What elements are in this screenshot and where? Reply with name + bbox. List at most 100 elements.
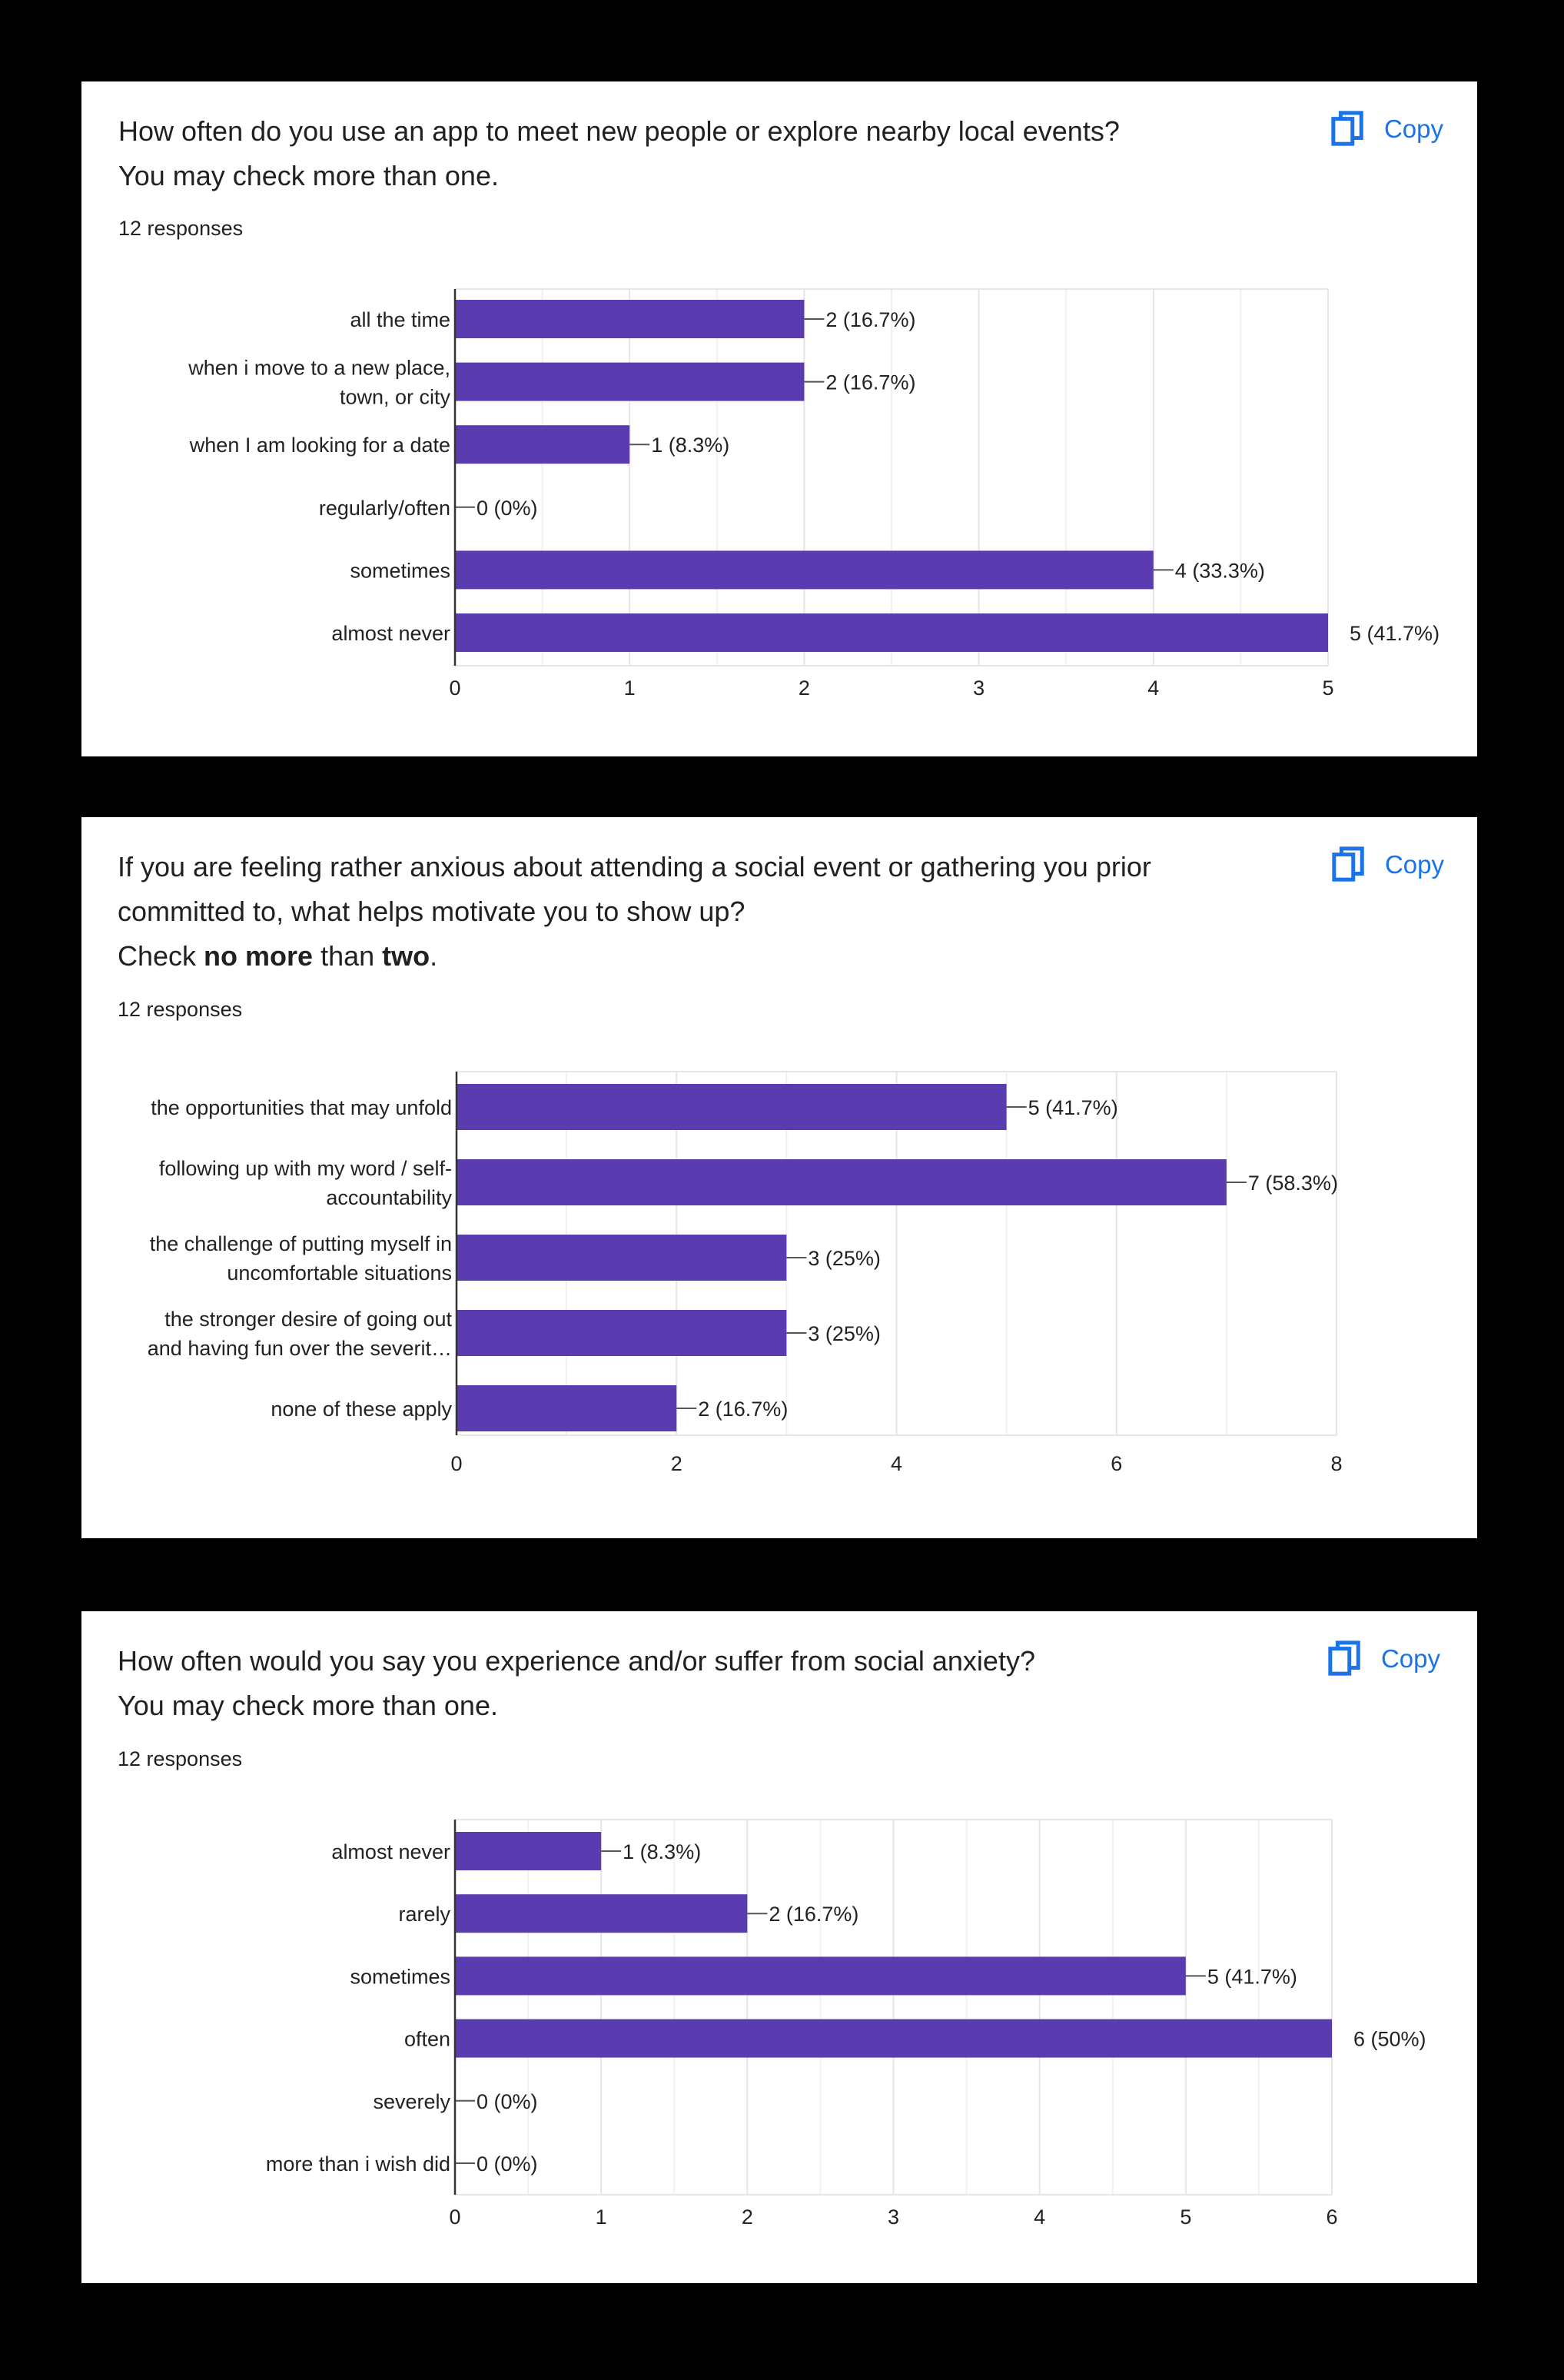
category-label: sometimes	[350, 1965, 450, 1988]
question-title-line: You may check more than one.	[118, 160, 499, 191]
category-label: none of these apply	[271, 1398, 452, 1421]
data-label: 0 (0%)	[477, 497, 538, 520]
bar	[455, 362, 805, 401]
copy-label: Copy	[1380, 1644, 1440, 1673]
category-label: town, or city	[340, 386, 451, 409]
question-card-1: How often do you use an app to meet new …	[81, 81, 1477, 756]
title-text: Check	[118, 940, 204, 972]
bar	[455, 2019, 1332, 2058]
x-tick-label: 5	[1180, 2205, 1191, 2229]
category-label: regularly/often	[319, 497, 450, 520]
category-label: rarely	[398, 1903, 450, 1926]
data-label: 5 (41.7%)	[1207, 1965, 1297, 1988]
question-title: If you are feeling rather anxious about …	[118, 845, 1270, 979]
x-tick-label: 1	[624, 676, 636, 700]
question-title-line: Check no more than two.	[118, 934, 1270, 979]
category-label: all the time	[350, 308, 450, 331]
data-label: 0 (0%)	[477, 2152, 538, 2176]
bar	[457, 1159, 1227, 1205]
data-label: 0 (0%)	[477, 2090, 538, 2113]
title-emphasis: no more	[204, 940, 314, 972]
question-title-line: If you are feeling rather anxious about …	[118, 851, 1151, 883]
question-title: How often do you use an app to meet new …	[118, 109, 1271, 198]
category-label: uncomfortable situations	[227, 1261, 452, 1285]
data-label: 7 (58.3%)	[1248, 1172, 1338, 1195]
x-tick-label: 2	[799, 676, 810, 700]
bar	[455, 613, 1328, 652]
copy-icon	[1328, 1640, 1360, 1676]
question-title-line: committed to, what helps motivate you to…	[118, 896, 745, 927]
data-label: 1 (8.3%)	[651, 434, 729, 457]
bar	[455, 300, 805, 338]
data-label: 4 (33.3%)	[1175, 559, 1265, 582]
bar-chart: 0 1 2 3 4 5 2 (16.7%) all the time 2 (16.7%) when…	[188, 288, 1439, 700]
copy-label: Copy	[1384, 850, 1444, 879]
bar-chart: 0 2 4 6 8 5 (41.7%) the opportunities that may…	[148, 1071, 1343, 1475]
data-label: 5 (41.7%)	[1350, 622, 1439, 645]
copy-button[interactable]: Copy	[1330, 108, 1443, 151]
bar	[457, 1084, 1007, 1130]
question-card-3: How often would you say you experience a…	[81, 1611, 1477, 2283]
category-label: when i move to a new place,	[188, 357, 450, 380]
data-label: 3 (25%)	[808, 1247, 881, 1270]
data-label: 1 (8.3%)	[623, 1840, 701, 1863]
bar	[457, 1235, 787, 1281]
bar	[455, 425, 630, 464]
category-label: the challenge of putting myself in	[150, 1232, 452, 1255]
category-label: almost never	[331, 622, 450, 645]
copy-button[interactable]: Copy	[1331, 843, 1444, 886]
category-label: sometimes	[350, 559, 450, 582]
category-label: almost never	[331, 1840, 450, 1863]
category-label: the stronger desire of going out	[164, 1308, 452, 1331]
bar	[455, 1832, 602, 1870]
x-tick-label: 3	[973, 676, 985, 700]
x-tick-label: 0	[450, 1452, 462, 1475]
response-count: 12 responses	[118, 217, 244, 240]
category-label: often	[404, 2028, 450, 2051]
x-tick-label: 8	[1330, 1452, 1342, 1475]
bar	[457, 1310, 787, 1356]
copy-icon	[1332, 846, 1364, 882]
title-text: .	[430, 940, 438, 972]
copy-label: Copy	[1383, 115, 1443, 143]
data-label: 2 (16.7%)	[769, 1903, 858, 1926]
x-tick-label: 2	[742, 2205, 753, 2229]
data-label: 6 (50%)	[1353, 2028, 1426, 2051]
data-label: 5 (41.7%)	[1028, 1096, 1118, 1119]
x-tick-label: 0	[449, 2205, 460, 2229]
bar	[457, 1385, 677, 1431]
title-emphasis: two	[382, 940, 430, 972]
question-card-2: If you are feeling rather anxious about …	[81, 817, 1477, 1538]
bar	[455, 1894, 748, 1933]
category-label: severely	[373, 2090, 450, 2113]
question-title-line: You may check more than one.	[118, 1690, 498, 1721]
x-tick-label: 6	[1111, 1452, 1122, 1475]
data-label: 3 (25%)	[808, 1322, 881, 1345]
x-tick-label: 4	[1147, 676, 1159, 700]
copy-icon	[1331, 111, 1363, 146]
category-label: following up with my word / self-	[159, 1157, 452, 1180]
x-tick-label: 3	[888, 2205, 899, 2229]
x-tick-label: 0	[449, 676, 460, 700]
data-label: 2 (16.7%)	[825, 308, 915, 331]
title-text: than	[313, 940, 383, 972]
x-tick-label: 1	[596, 2205, 607, 2229]
bar-chart: 0 1 2 3 4 5 6 1 (8.3%) almost never 2 (16.7%) rare…	[266, 1819, 1426, 2229]
bar	[455, 550, 1154, 590]
copy-button[interactable]: Copy	[1327, 1637, 1440, 1680]
category-label: more than i wish did	[266, 2152, 450, 2176]
category-label: accountability	[326, 1186, 452, 1209]
response-count: 12 responses	[118, 998, 243, 1021]
x-tick-label: 4	[1034, 2205, 1045, 2229]
x-tick-label: 4	[891, 1452, 902, 1475]
response-count: 12 responses	[118, 1747, 243, 1770]
data-label: 2 (16.7%)	[825, 371, 915, 394]
category-label: when I am looking for a date	[189, 434, 450, 457]
question-title: How often would you say you experience a…	[118, 1639, 1270, 1728]
question-title-line: How often would you say you experience a…	[118, 1645, 1035, 1677]
category-label: the opportunities that may unfold	[151, 1096, 452, 1119]
bar	[455, 1956, 1186, 1996]
category-label: and having fun over the severit…	[148, 1337, 452, 1360]
x-tick-label: 5	[1322, 676, 1333, 700]
x-tick-label: 6	[1326, 2205, 1337, 2229]
